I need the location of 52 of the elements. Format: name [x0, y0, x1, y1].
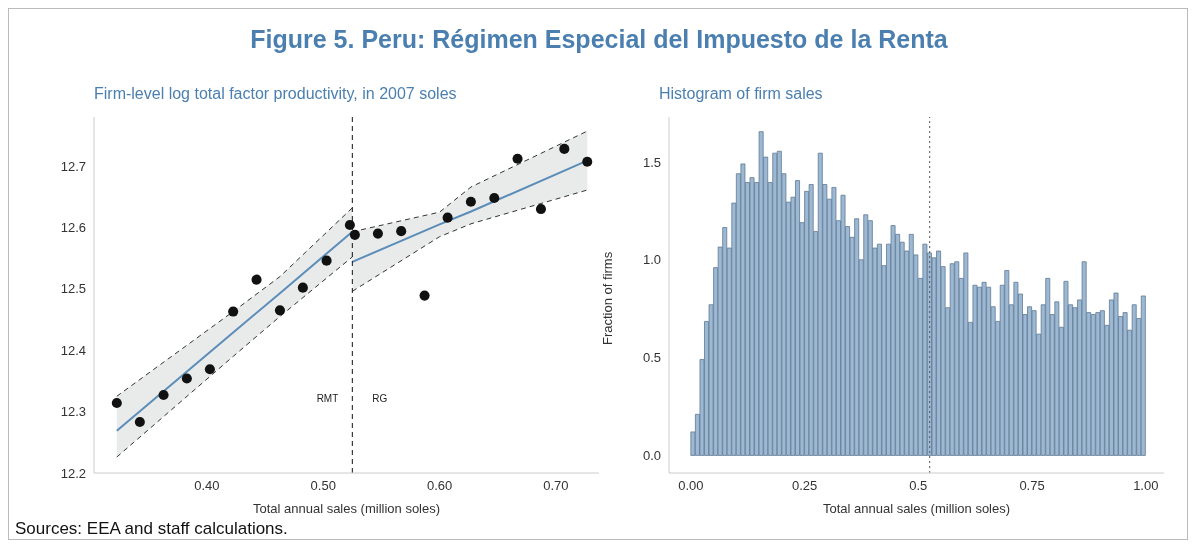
- y-tick-label: 12.7: [60, 158, 86, 174]
- y-tick-label: 0.5: [642, 350, 661, 366]
- y-tick-label: 12.3: [60, 404, 86, 420]
- point: [251, 274, 262, 285]
- point: [372, 228, 383, 239]
- point: [512, 153, 523, 164]
- point: [274, 305, 285, 316]
- y-axis-title: Fraction of firms: [599, 251, 615, 345]
- x-tick-label: 0.50: [310, 478, 336, 494]
- x-tick-label: 0.40: [194, 478, 220, 494]
- chart-title: Figure 5. Peru: Régimen Especial del Impuesto de la Renta: [249, 25, 949, 54]
- point: [344, 219, 355, 231]
- x-axis-title: Total annual sales (million soles): [252, 501, 441, 516]
- point: [489, 192, 500, 204]
- point: [297, 282, 308, 293]
- annotation: RMT: [316, 392, 339, 404]
- annotation: RG: [372, 392, 388, 404]
- x-tick-label: 1.00: [1133, 478, 1159, 494]
- y-tick-label: 0.0: [642, 448, 661, 464]
- x-tick-label: 0.25: [791, 478, 818, 494]
- line-series: [351, 189, 588, 292]
- point: [559, 143, 570, 154]
- point: [321, 255, 332, 266]
- y-tick-label: 12.2: [60, 465, 86, 481]
- point: [349, 229, 360, 240]
- chart-title: Histogram of firm sales: [659, 85, 824, 104]
- point: [465, 196, 476, 207]
- point: [582, 156, 593, 167]
- point: [134, 417, 145, 428]
- x-tick-label: 0.5: [909, 478, 928, 494]
- x-axis-title: Total annual sales (million soles): [822, 501, 1011, 516]
- y-tick-label: 12.6: [60, 220, 86, 236]
- point: [111, 397, 122, 409]
- x-tick-label: 0.75: [1019, 478, 1045, 494]
- point: [158, 390, 169, 401]
- y-tick-label: 1.5: [642, 154, 661, 170]
- point: [228, 306, 239, 317]
- line-series: [116, 256, 353, 458]
- point: [442, 212, 453, 223]
- point: [419, 290, 430, 301]
- y-tick-label: 12.4: [60, 342, 86, 358]
- point: [396, 226, 407, 237]
- source-note: Sources: EEA and staff calculations.: [15, 519, 288, 539]
- point: [181, 373, 192, 384]
- x-tick-label: 0.70: [543, 478, 569, 494]
- y-tick-label: 12.5: [60, 281, 86, 297]
- y-tick-label: 1.0: [642, 252, 661, 268]
- point: [204, 364, 215, 375]
- x-tick-label: 0.60: [426, 478, 453, 494]
- chart-subtitle: Firm-level log total factor productivity, in 2007 soles: [94, 85, 458, 104]
- x-tick-label: 0.00: [678, 478, 704, 494]
- point: [535, 204, 546, 215]
